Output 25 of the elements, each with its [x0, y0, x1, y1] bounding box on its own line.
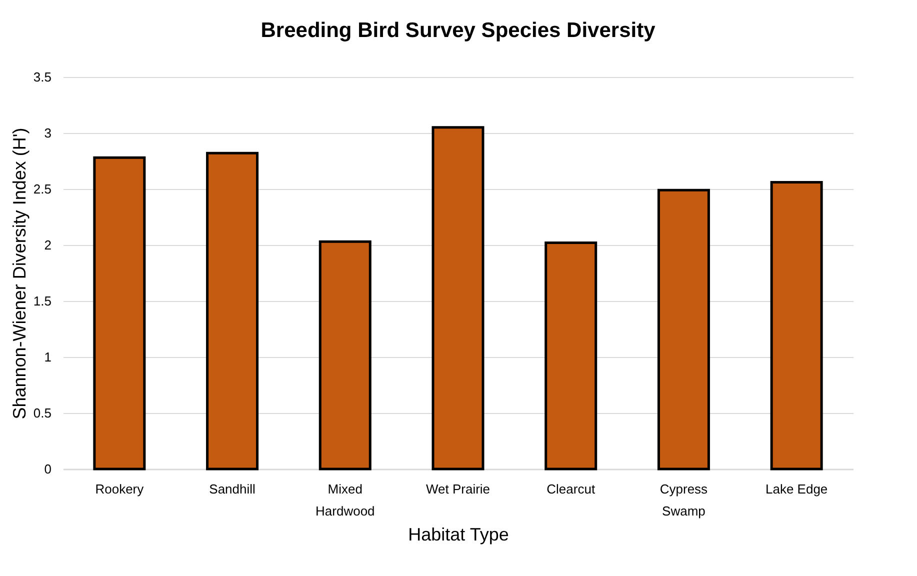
x-tick-label: Cypress Swamp — [660, 482, 708, 518]
y-tick-label: 2.5 — [33, 182, 52, 196]
y-axis-title: Shannon-Wiener Diversity Index (H') — [9, 128, 30, 420]
y-tick-label: 1.5 — [33, 294, 52, 308]
x-tick-label: Rookery — [95, 482, 144, 496]
y-tick-label: 3 — [44, 126, 52, 140]
y-tick-label: 0.5 — [33, 406, 52, 420]
y-tick-label: 1 — [44, 350, 52, 364]
bar — [432, 126, 484, 470]
y-tick-label: 2 — [44, 238, 52, 252]
bar — [770, 181, 823, 470]
x-tick-label: Mixed Hardwood — [316, 482, 375, 518]
x-axis-title: Habitat Type — [408, 524, 509, 544]
y-tick-label: 0 — [44, 462, 52, 476]
y-tick-label: 3.5 — [33, 70, 52, 84]
bar — [657, 188, 710, 470]
bar — [206, 152, 259, 470]
bar — [93, 156, 146, 470]
chart-title: Breeding Bird Survey Species Diversity — [260, 19, 656, 42]
x-tick-label: Clearcut — [546, 482, 596, 496]
x-tick-label: Wet Prairie — [426, 482, 490, 496]
x-tick-label: Sandhill — [209, 482, 256, 496]
x-tick-label: Lake Edge — [765, 482, 828, 496]
bar — [544, 242, 598, 470]
bar — [318, 240, 372, 470]
